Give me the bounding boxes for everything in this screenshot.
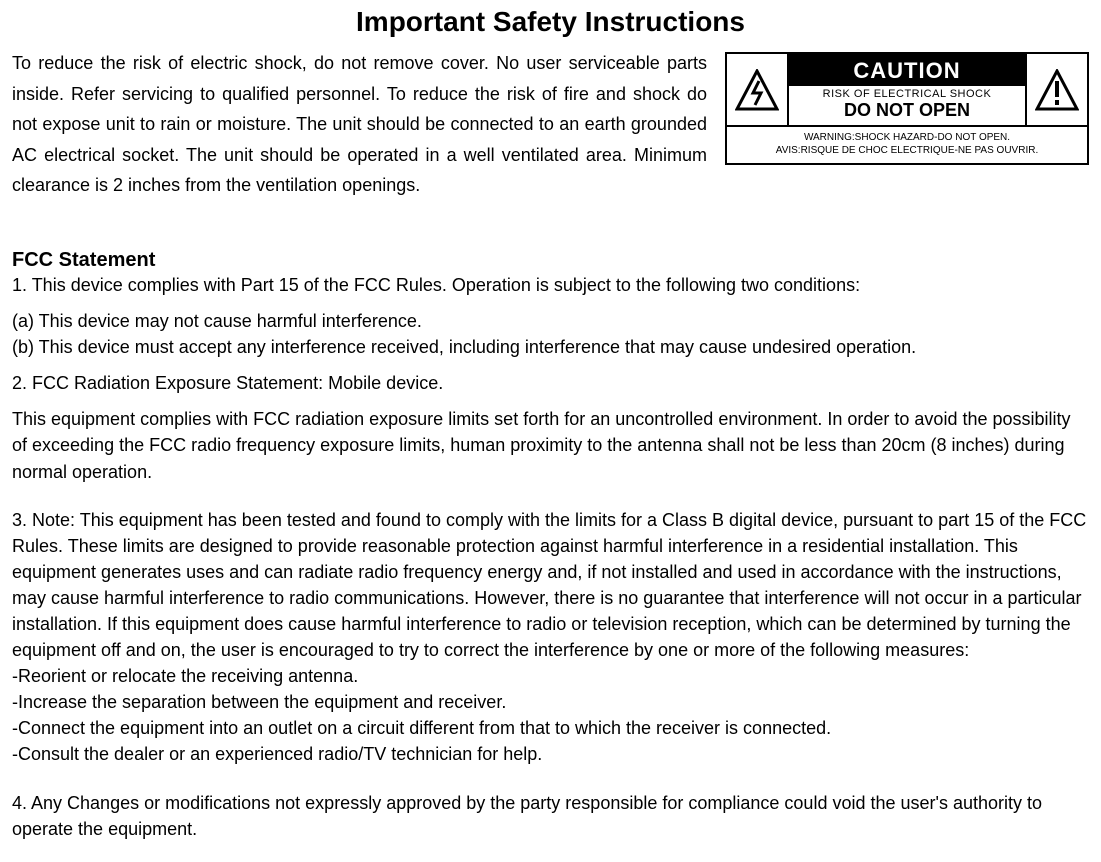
fcc-item-2: 2. FCC Radiation Exposure Statement: Mob…	[12, 370, 1089, 396]
document-page: Important Safety Instructions To reduce …	[0, 0, 1101, 862]
fcc-statement-heading: FCC Statement	[12, 249, 1089, 272]
exclamation-triangle-icon	[1025, 54, 1087, 125]
caution-warning-lines: WARNING:SHOCK HAZARD-DO NOT OPEN. AVIS:R…	[727, 127, 1087, 163]
caution-warning-en: WARNING:SHOCK HAZARD-DO NOT OPEN.	[731, 131, 1083, 144]
fcc-item-3: 3. Note: This equipment has been tested …	[12, 507, 1089, 664]
caution-label: CAUTION RISK OF ELECTRICAL SHOCK DO NOT …	[725, 52, 1089, 165]
caution-risk-text: RISK OF ELECTRICAL SHOCK	[789, 86, 1025, 100]
caution-center: CAUTION RISK OF ELECTRICAL SHOCK DO NOT …	[789, 54, 1025, 125]
fcc-item-3-measure-3: -Connect the equipment into an outlet on…	[12, 715, 1089, 741]
fcc-item-1b: (b) This device must accept any interfer…	[12, 334, 1089, 360]
caution-warning-fr: AVIS:RISQUE DE CHOC ELECTRIQUE-NE PAS OU…	[731, 144, 1083, 157]
shock-triangle-icon	[727, 54, 789, 125]
fcc-item-2-body: This equipment complies with FCC radiati…	[12, 406, 1089, 484]
caution-do-not-open: DO NOT OPEN	[789, 100, 1025, 125]
fcc-item-1: 1. This device complies with Part 15 of …	[12, 272, 1089, 298]
fcc-item-3-measure-2: -Increase the separation between the equ…	[12, 689, 1089, 715]
caution-heading: CAUTION	[789, 54, 1025, 86]
fcc-item-3-measure-1: -Reorient or relocate the receiving ante…	[12, 663, 1089, 689]
intro-paragraph: To reduce the risk of electric shock, do…	[12, 48, 707, 201]
page-title: Important Safety Instructions	[12, 6, 1089, 38]
intro-row: To reduce the risk of electric shock, do…	[12, 48, 1089, 201]
caution-top-row: CAUTION RISK OF ELECTRICAL SHOCK DO NOT …	[727, 54, 1087, 127]
fcc-item-1a: (a) This device may not cause harmful in…	[12, 308, 1089, 334]
fcc-item-3-measure-4: -Consult the dealer or an experienced ra…	[12, 741, 1089, 767]
fcc-item-4: 4. Any Changes or modifications not expr…	[12, 790, 1089, 842]
